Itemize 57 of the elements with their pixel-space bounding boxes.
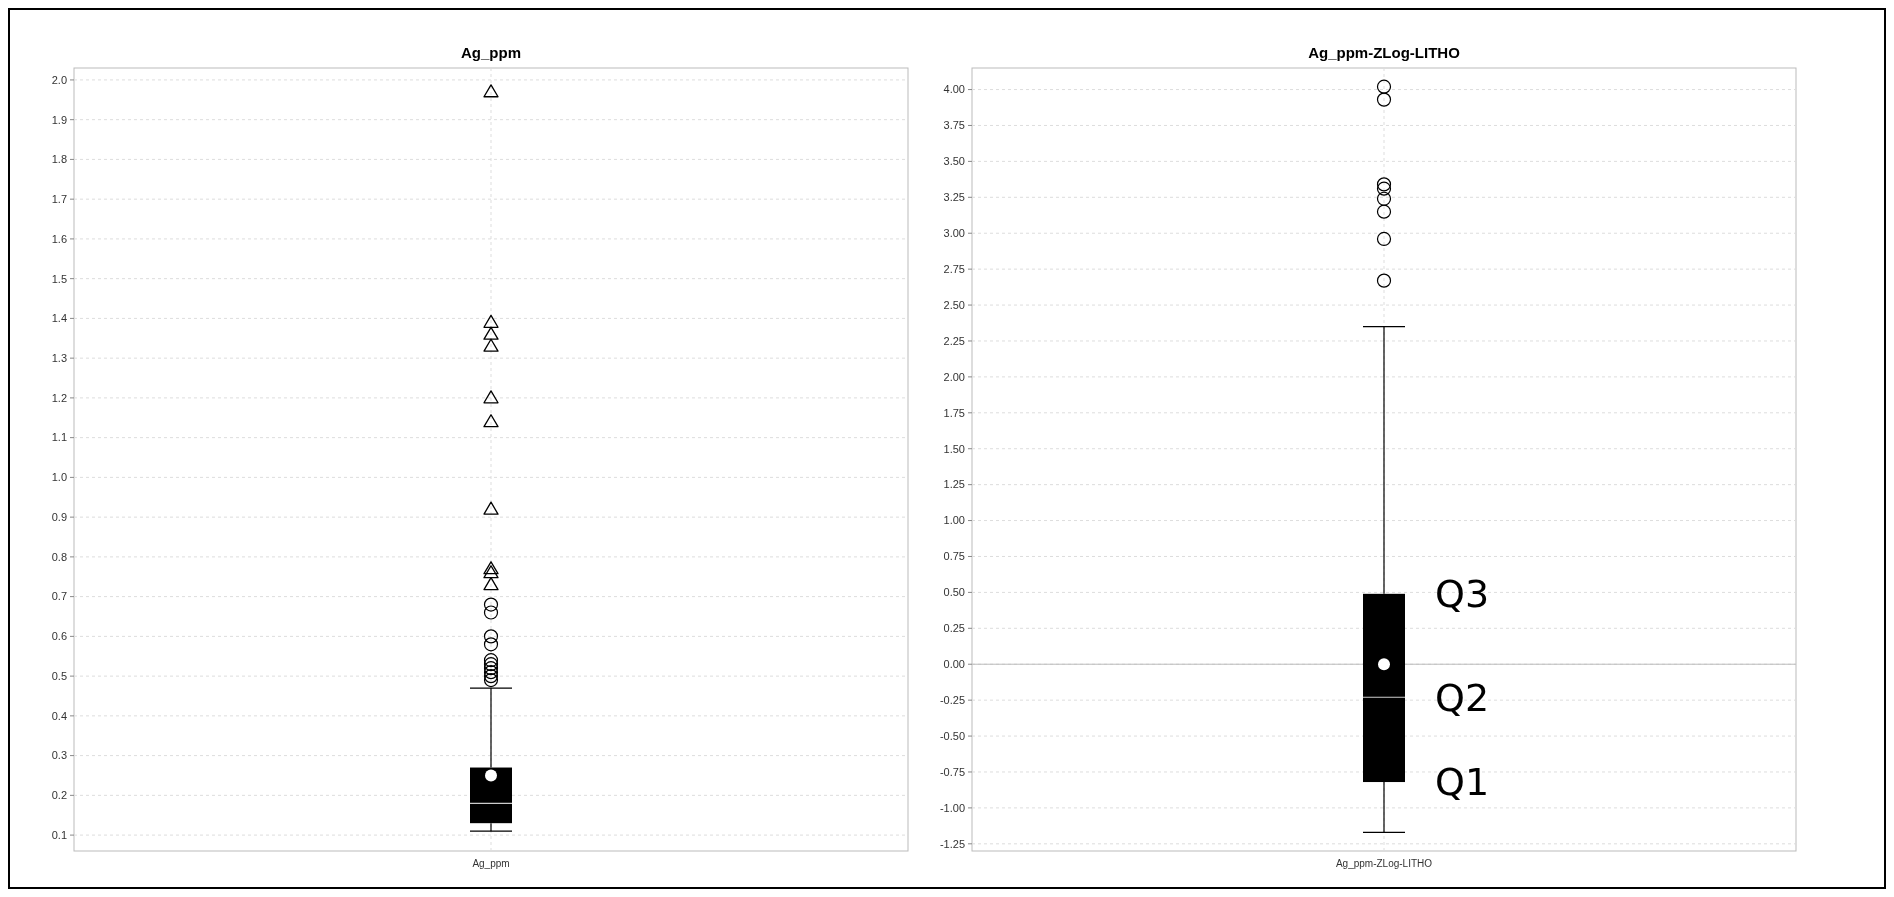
y-tick-label: 1.7 — [51, 193, 67, 206]
y-tick-label: 1.8 — [51, 153, 67, 166]
y-tick-label: 1.25 — [943, 478, 965, 491]
y-tick-label: 0.6 — [51, 630, 67, 643]
chart-title: Ag_ppm — [461, 44, 521, 61]
point — [483, 84, 499, 98]
y-tick-label: 3.25 — [943, 191, 965, 204]
y-tick-label: 0.9 — [51, 510, 67, 523]
y-tick-label: 4.00 — [943, 83, 965, 96]
y-tick-label: 2.25 — [943, 334, 965, 347]
y-tick-label: 2.75 — [943, 262, 965, 275]
y-tick-label: -0.25 — [939, 694, 965, 706]
y-tick-label: 1.1 — [51, 431, 67, 444]
point — [483, 414, 499, 428]
y-tick-label: 1.4 — [51, 312, 67, 325]
point — [483, 338, 499, 352]
y-tick-label: 1.0 — [51, 471, 67, 484]
point — [483, 390, 499, 404]
y-tick-label: 1.2 — [51, 391, 67, 404]
y-tick-label: 2.0 — [51, 73, 67, 86]
annotation: Q2 — [1435, 675, 1490, 720]
y-tick-label: -1.25 — [939, 837, 965, 850]
y-tick-label: 0.7 — [51, 590, 67, 603]
point — [483, 314, 499, 328]
y-tick-label: 0.4 — [51, 709, 67, 722]
y-tick-label: 0.2 — [51, 789, 67, 802]
y-tick-label: 0.3 — [51, 749, 67, 762]
y-tick-label: -0.75 — [939, 765, 965, 778]
y-tick-label: 1.9 — [51, 113, 67, 126]
y-tick-label: 2.50 — [943, 298, 965, 311]
annotation: Q3 — [1435, 572, 1490, 617]
point — [483, 326, 499, 340]
y-tick-label: 0.25 — [943, 622, 965, 635]
y-tick-label: 1.00 — [943, 514, 965, 527]
y-tick-label: 0.75 — [943, 550, 965, 563]
y-tick-label: 0.00 — [943, 658, 965, 671]
y-tick-label: 2.00 — [943, 370, 965, 383]
point — [483, 561, 499, 575]
y-tick-label: 1.3 — [51, 352, 67, 364]
annotation: Q1 — [1435, 760, 1490, 805]
y-tick-label: 1.5 — [51, 272, 67, 285]
y-tick-label: 0.50 — [943, 586, 965, 599]
y-tick-label: 1.50 — [943, 442, 965, 455]
point — [483, 501, 499, 515]
y-tick-label: 0.1 — [51, 828, 67, 841]
point — [483, 577, 499, 591]
y-tick-label: -0.50 — [939, 729, 965, 742]
y-tick-label: 3.75 — [943, 119, 965, 132]
y-tick-label: -1.00 — [939, 801, 965, 814]
y-tick-label: 1.6 — [51, 232, 67, 245]
y-tick-label: 0.8 — [51, 550, 67, 563]
point — [483, 565, 499, 579]
y-tick-label: 0.5 — [51, 669, 67, 682]
y-tick-label: 1.75 — [943, 406, 965, 419]
chart-title: Ag_ppm-ZLog-LITHO — [1308, 44, 1461, 61]
y-tick-label: 3.00 — [943, 227, 965, 240]
y-tick-label: 3.50 — [943, 155, 965, 168]
